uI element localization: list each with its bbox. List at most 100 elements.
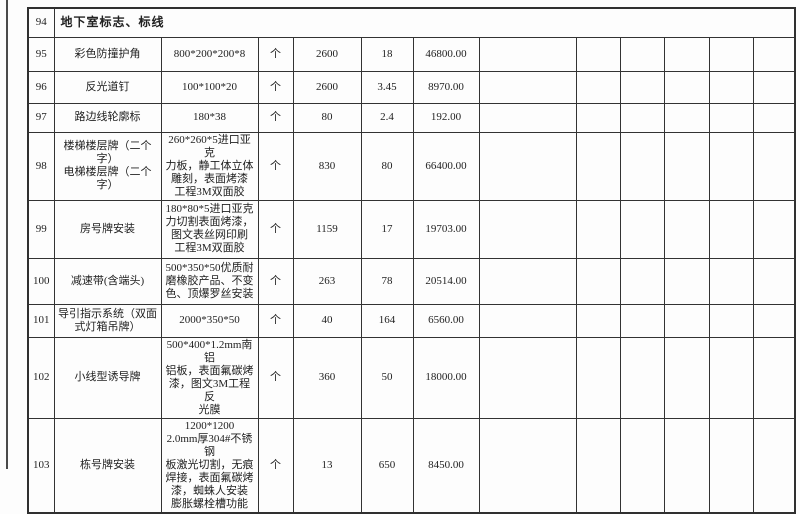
spec-cell: 800*200*200*8 bbox=[160, 36, 259, 72]
table-row: 99 房号牌安装 180*80*5进口亚克 力切割表面烤漆， 图文表丝网印刷 工… bbox=[27, 199, 796, 259]
item-name: 减速带(含端头) bbox=[70, 274, 145, 287]
item-name: 导引指示系统（双面 式灯箱吊牌） bbox=[58, 307, 157, 333]
table-row: 97 路边线轮廓标 180*38 个 80 2.4 192.00 bbox=[27, 102, 796, 133]
row-no-cell: 97 bbox=[27, 102, 55, 133]
empty-cell bbox=[478, 70, 577, 104]
empty-cell bbox=[708, 199, 754, 259]
unit: 个 bbox=[270, 371, 281, 383]
section-row: 94 地下室标志、标线 bbox=[27, 7, 796, 38]
empty-cell bbox=[619, 70, 665, 104]
unit: 个 bbox=[270, 80, 281, 93]
row-no: 99 bbox=[35, 222, 47, 235]
unit-price-cell: 164 bbox=[360, 303, 414, 338]
qty: 830 bbox=[318, 159, 336, 172]
empty-cell bbox=[708, 257, 754, 305]
total-cell: 46800.00 bbox=[412, 36, 480, 72]
total-cell: 19703.00 bbox=[412, 199, 480, 259]
empty-cell bbox=[663, 102, 710, 133]
qty-cell: 80 bbox=[292, 102, 362, 133]
unit-cell: 个 bbox=[257, 199, 294, 259]
row-no-cell: 102 bbox=[27, 336, 55, 419]
empty-cell bbox=[663, 36, 710, 72]
empty-cell bbox=[575, 336, 621, 419]
total: 20514.00 bbox=[425, 274, 467, 287]
spec-cell: 180*80*5进口亚克 力切割表面烤漆， 图文表丝网印刷 工程3M双面胶 bbox=[160, 199, 259, 259]
empty-cell bbox=[752, 199, 796, 259]
empty-cell bbox=[575, 70, 621, 104]
row-no-cell: 103 bbox=[27, 417, 55, 513]
row-no: 97 bbox=[35, 111, 47, 123]
spec: 800*200*200*8 bbox=[173, 47, 246, 60]
spec: 500*400*1.2mm南铝 铝板，表面氟碳烤 漆，图文3M工程反 光膜 bbox=[165, 338, 254, 416]
table-row: 102 小线型诱导牌 500*400*1.2mm南铝 铝板，表面氟碳烤 漆，图文… bbox=[27, 336, 796, 419]
empty-cell bbox=[619, 417, 665, 513]
row-no: 94 bbox=[35, 16, 47, 29]
unit-price: 80 bbox=[381, 159, 393, 172]
qty-cell: 830 bbox=[292, 131, 362, 201]
empty-cell bbox=[619, 131, 665, 201]
item-name-cell: 小线型诱导牌 bbox=[53, 336, 162, 419]
unit-price-cell: 2.4 bbox=[360, 102, 414, 133]
item-name-cell: 彩色防撞护角 bbox=[53, 36, 162, 72]
empty-cell bbox=[663, 131, 710, 201]
row-no-cell: 96 bbox=[27, 70, 55, 104]
qty: 263 bbox=[318, 274, 336, 287]
unit-price: 50 bbox=[381, 371, 393, 383]
empty-cell bbox=[478, 336, 577, 419]
row-no: 96 bbox=[35, 80, 47, 93]
qty-cell: 360 bbox=[292, 336, 362, 419]
total-cell: 18000.00 bbox=[412, 336, 480, 419]
qty: 2600 bbox=[316, 47, 338, 60]
empty-cell bbox=[619, 199, 665, 259]
table-row: 98 楼梯楼层牌（二个 字） 电梯楼层牌（二个 字） 260*260*5进口亚克… bbox=[27, 131, 796, 201]
total: 66400.00 bbox=[425, 159, 467, 172]
table-row: 101 导引指示系统（双面 式灯箱吊牌） 2000*350*50 个 40 16… bbox=[27, 303, 796, 338]
spec: 260*260*5进口亚克 力板，静工体立体 雕刻，表面烤漆 工程3M双面胶 bbox=[165, 133, 254, 198]
row-no: 95 bbox=[35, 47, 47, 60]
unit-price-cell: 50 bbox=[360, 336, 414, 419]
row-no: 101 bbox=[33, 314, 50, 326]
item-name-cell: 减速带(含端头) bbox=[53, 257, 162, 305]
empty-cell bbox=[708, 336, 754, 419]
empty-cell bbox=[575, 199, 621, 259]
unit-price: 3.45 bbox=[377, 80, 397, 93]
empty-cell bbox=[619, 36, 665, 72]
unit-cell: 个 bbox=[257, 36, 294, 72]
empty-cell bbox=[708, 102, 754, 133]
row-no-cell: 101 bbox=[27, 303, 55, 338]
unit: 个 bbox=[270, 274, 281, 287]
row-no-cell: 100 bbox=[27, 257, 55, 305]
qty: 40 bbox=[321, 314, 333, 326]
qty: 1159 bbox=[316, 222, 338, 235]
unit-price-cell: 17 bbox=[360, 199, 414, 259]
unit: 个 bbox=[270, 222, 281, 235]
unit: 个 bbox=[270, 314, 281, 326]
item-name-cell: 房号牌安装 bbox=[53, 199, 162, 259]
spec-cell: 2000*350*50 bbox=[160, 303, 259, 338]
empty-cell bbox=[752, 36, 796, 72]
unit: 个 bbox=[270, 458, 281, 471]
empty-cell bbox=[478, 257, 577, 305]
row-no-cell: 94 bbox=[27, 7, 55, 38]
spec: 500*350*50优质耐 磨橡胶产品、不变 色、顶爆罗丝安装 bbox=[165, 261, 254, 300]
empty-cell bbox=[478, 199, 577, 259]
item-name-cell: 路边线轮廓标 bbox=[53, 102, 162, 133]
empty-cell bbox=[619, 303, 665, 338]
empty-cell bbox=[575, 131, 621, 201]
qty: 360 bbox=[318, 371, 336, 383]
empty-cell bbox=[663, 417, 710, 513]
total: 8450.00 bbox=[428, 458, 464, 471]
empty-cell bbox=[575, 417, 621, 513]
unit-price: 650 bbox=[378, 458, 396, 471]
empty-cell bbox=[752, 336, 796, 419]
unit: 个 bbox=[270, 111, 281, 123]
unit-price: 18 bbox=[381, 47, 393, 60]
spec: 2000*350*50 bbox=[179, 314, 240, 326]
section-title-cell: 地下室标志、标线 bbox=[53, 7, 796, 38]
table-row: 100 减速带(含端头) 500*350*50优质耐 磨橡胶产品、不变 色、顶爆… bbox=[27, 257, 796, 305]
row-no-cell: 95 bbox=[27, 36, 55, 72]
total: 19703.00 bbox=[425, 222, 467, 235]
row-no: 103 bbox=[33, 458, 50, 471]
qty: 2600 bbox=[316, 80, 338, 93]
total: 192.00 bbox=[430, 111, 462, 123]
